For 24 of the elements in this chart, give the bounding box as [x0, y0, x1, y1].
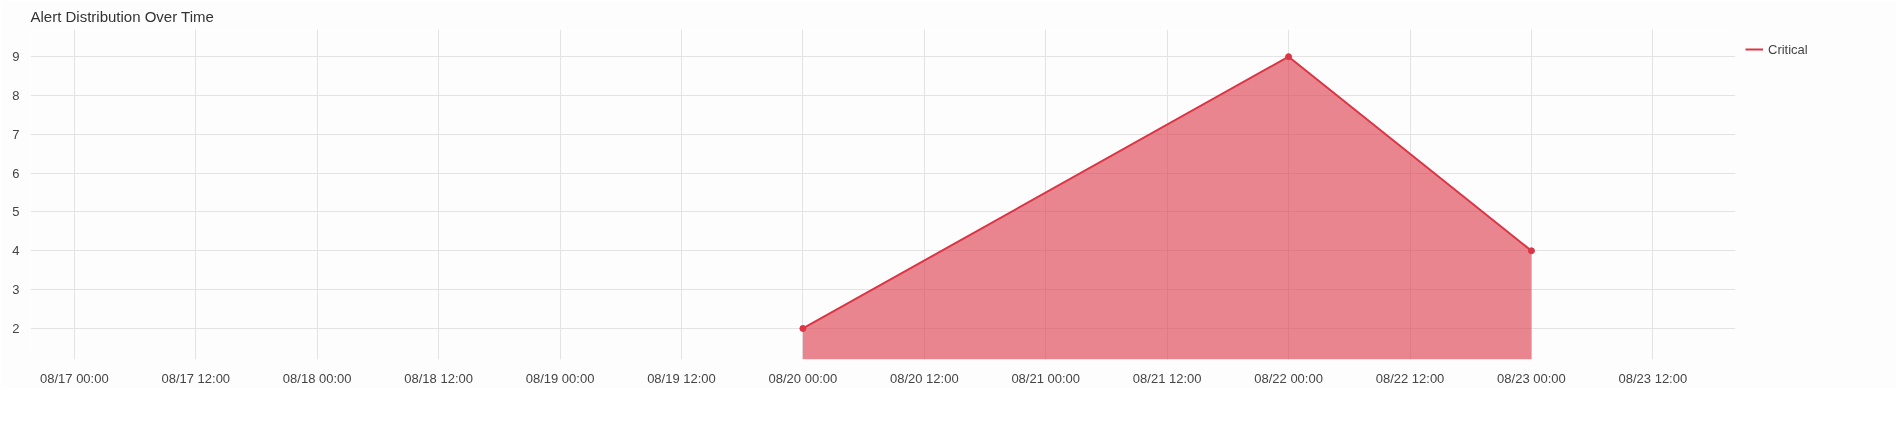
- x-tick-label: 08/21 12:00: [1132, 370, 1202, 386]
- x-tick-label: 08/23 00:00: [1497, 370, 1566, 386]
- x-tick-label: 08/18 00:00: [282, 370, 352, 386]
- y-tick-label: 3: [12, 282, 20, 298]
- chart-title: Alert Distribution Over Time: [30, 7, 214, 25]
- y-tick-label: 8: [12, 88, 20, 103]
- x-tick-label: 08/22 12:00: [1375, 370, 1445, 386]
- legend-label: Critical: [1768, 41, 1808, 57]
- y-tick-label: 7: [12, 126, 20, 142]
- y-tick-label: 2: [12, 320, 20, 336]
- y-tick-label: 9: [12, 49, 20, 65]
- x-tick-label: 08/20 00:00: [768, 370, 838, 386]
- x-tick-label: 08/19 12:00: [647, 370, 716, 386]
- y-tick-label: 5: [12, 204, 20, 220]
- x-tick-label: 08/19 00:00: [525, 370, 595, 386]
- y-tick-label: 4: [12, 243, 20, 259]
- x-tick-label: 08/18 12:00: [404, 370, 473, 386]
- x-tick-label: 08/21 00:00: [1011, 370, 1081, 386]
- x-tick-label: 08/22 00:00: [1254, 370, 1323, 386]
- x-tick-label: 08/23 12:00: [1618, 370, 1688, 386]
- x-tick-label: 08/20 12:00: [889, 370, 959, 386]
- x-tick-label: 08/17 12:00: [161, 370, 231, 386]
- x-tick-label: 08/17 00:00: [40, 370, 109, 386]
- y-tick-label: 6: [12, 165, 20, 181]
